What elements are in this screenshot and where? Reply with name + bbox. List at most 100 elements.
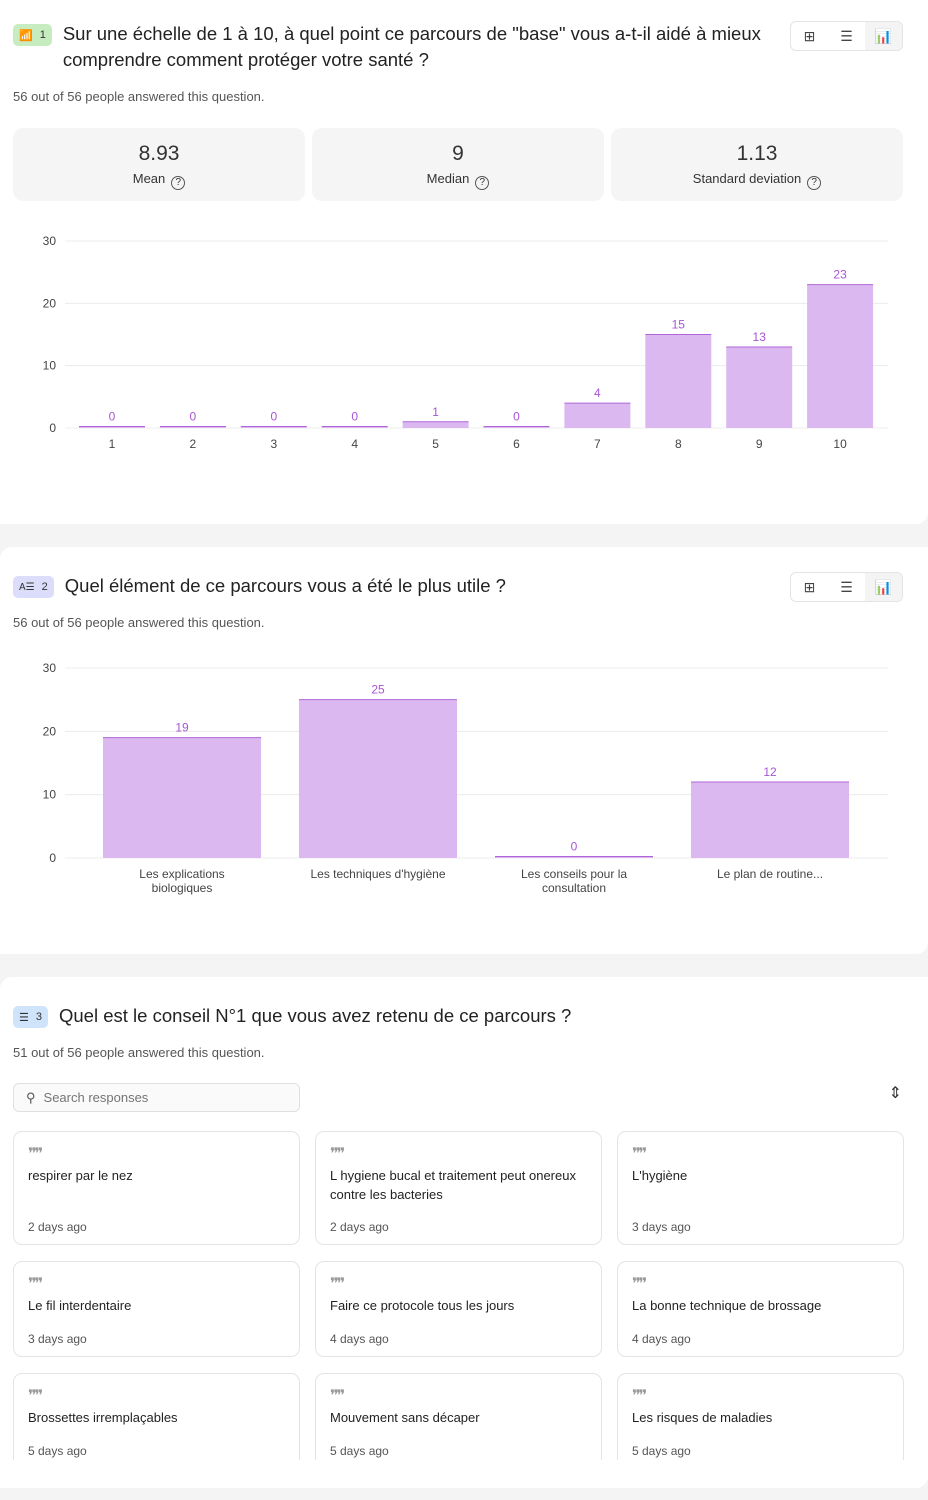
response-time: 2 days ago xyxy=(330,1220,389,1234)
help-icon[interactable]: ? xyxy=(171,176,186,190)
bar xyxy=(645,334,712,428)
x-tick-label: Les conseils pour la xyxy=(521,867,627,881)
response-card: ❞❞ Mouvement sans décaper 5 days ago xyxy=(315,1373,602,1460)
question-2-section: A☰ 2 Quel élément de ce parcours vous a é… xyxy=(0,547,928,954)
response-time: 4 days ago xyxy=(330,1332,389,1346)
response-text: respirer par le nez xyxy=(28,1168,133,1183)
question-type-badge: A☰ 2 xyxy=(13,576,54,598)
question-3-header: ☰ 3 Quel est le conseil N°1 que vous avez… xyxy=(13,1003,769,1029)
bar xyxy=(321,426,388,428)
data-label: 19 xyxy=(175,721,189,735)
question-3-section: ☰ 3 Quel est le conseil N°1 que vous avez… xyxy=(0,977,928,1488)
question-type-badge: ☰ 3 xyxy=(13,1006,48,1028)
x-tick-label: 5 xyxy=(432,437,439,451)
y-tick-label: 10 xyxy=(43,788,57,802)
data-label: 25 xyxy=(371,683,385,697)
y-tick-label: 30 xyxy=(43,234,57,248)
x-tick-label: Les explications xyxy=(139,867,224,881)
bar xyxy=(495,856,653,858)
search-input[interactable] xyxy=(43,1090,284,1105)
y-tick-label: 0 xyxy=(49,421,56,435)
stat-label: Mean xyxy=(132,171,166,186)
bar xyxy=(79,426,145,428)
data-label: 0 xyxy=(571,840,578,854)
response-time: 2 days ago xyxy=(28,1220,87,1234)
data-label: 0 xyxy=(513,410,520,424)
question-1-section: 📶 1 Sur une échelle de 1 à 10, à quel poi… xyxy=(0,0,928,524)
bar-chart-view-icon[interactable]: 📊 xyxy=(865,573,902,601)
response-text: L hygiene bucal et traitement peut onere… xyxy=(330,1168,576,1202)
question-title: Sur une échelle de 1 à 10, à quel point … xyxy=(62,23,761,70)
bar xyxy=(299,699,457,858)
bar xyxy=(159,426,226,428)
answered-count: 56 out of 56 people answered this questi… xyxy=(13,89,265,104)
stat-value: 1.13 xyxy=(736,142,778,165)
stat-label: Median xyxy=(426,171,470,186)
rating-icon: 📶 xyxy=(19,29,33,42)
question-title: Quel élément de ce parcours vous a été l… xyxy=(64,575,506,596)
response-time: 5 days ago xyxy=(632,1444,691,1458)
bar xyxy=(807,284,874,428)
x-tick-label: 9 xyxy=(756,437,763,451)
table-view-icon[interactable]: ⊞ xyxy=(803,27,816,44)
y-tick-label: 0 xyxy=(49,851,56,865)
response-text: Le fil interdentaire xyxy=(28,1298,132,1313)
quote-icon: ❞❞ xyxy=(330,1386,345,1405)
data-label: 13 xyxy=(753,330,767,344)
x-tick-label: biologiques xyxy=(152,881,213,895)
expand-collapse-icon[interactable]: ⇕ xyxy=(888,1085,902,1102)
quote-icon: ❞❞ xyxy=(330,1144,345,1163)
question-type-badge: 📶 1 xyxy=(13,24,52,46)
y-tick-label: 30 xyxy=(43,661,57,675)
help-icon[interactable]: ? xyxy=(475,176,490,190)
stat-label: Standard deviation xyxy=(692,171,802,186)
table-view-icon[interactable]: ⊞ xyxy=(803,578,816,595)
data-label: 12 xyxy=(763,765,777,779)
horizontal-bar-view-icon[interactable]: ☰ xyxy=(840,578,853,595)
question-number: 1 xyxy=(39,29,46,41)
y-tick-label: 20 xyxy=(43,724,57,738)
bar xyxy=(564,403,631,428)
data-label: 1 xyxy=(432,405,439,419)
question-2-header: A☰ 2 Quel élément de ce parcours vous a é… xyxy=(13,573,775,599)
question-1-header: 📶 1 Sur une échelle de 1 à 10, à quel poi… xyxy=(13,21,773,73)
stat-value: 8.93 xyxy=(138,142,180,165)
response-text: Faire ce protocole tous les jours xyxy=(330,1298,515,1313)
text-icon: ☰ xyxy=(19,1011,29,1024)
x-tick-label: 7 xyxy=(594,437,601,451)
bar-chart-view-icon[interactable]: 📊 xyxy=(865,22,902,50)
x-tick-label: 8 xyxy=(675,437,682,451)
quote-icon: ❞❞ xyxy=(28,1386,43,1405)
search-icon: ⚲ xyxy=(26,1089,36,1105)
x-tick-label: 4 xyxy=(351,437,358,451)
x-tick-label: consultation xyxy=(542,881,606,895)
bar xyxy=(483,426,550,428)
data-label: 4 xyxy=(594,386,601,400)
stat-median: 9 Median? xyxy=(312,128,604,201)
response-card: ❞❞ Le fil interdentaire 3 days ago xyxy=(13,1261,300,1357)
response-text: La bonne technique de brossage xyxy=(632,1298,822,1313)
responses-grid: ❞❞ respirer par le nez 2 days ago ❞❞ L hygie… xyxy=(0,977,928,1460)
answered-count: 51 out of 56 people answered this questi… xyxy=(13,1045,265,1060)
stat-std-dev: 1.13 Standard deviation? xyxy=(611,128,903,201)
response-time: 3 days ago xyxy=(28,1332,87,1346)
response-time: 4 days ago xyxy=(632,1332,691,1346)
response-card: ❞❞ Faire ce protocole tous les jours 4 day… xyxy=(315,1261,602,1357)
view-toggle: ⊞ ☰ 📊 xyxy=(790,21,903,51)
response-time: 5 days ago xyxy=(28,1444,87,1458)
bar xyxy=(402,421,469,428)
response-card: ❞❞ La bonne technique de brossage 4 days a… xyxy=(617,1261,904,1357)
data-label: 15 xyxy=(672,318,686,332)
search-responses[interactable]: ⚲ xyxy=(13,1083,300,1112)
quote-icon: ❞❞ xyxy=(330,1274,345,1293)
x-tick-label: 6 xyxy=(513,437,520,451)
y-tick-label: 20 xyxy=(43,296,57,310)
response-text: Brossettes irremplaçables xyxy=(28,1410,178,1425)
help-icon[interactable]: ? xyxy=(807,176,822,190)
question-number: 2 xyxy=(41,581,48,593)
bar xyxy=(726,346,793,428)
stat-mean: 8.93 Mean? xyxy=(13,128,305,201)
horizontal-bar-view-icon[interactable]: ☰ xyxy=(840,27,853,44)
data-label: 0 xyxy=(109,410,116,424)
quote-icon: ❞❞ xyxy=(28,1274,43,1293)
